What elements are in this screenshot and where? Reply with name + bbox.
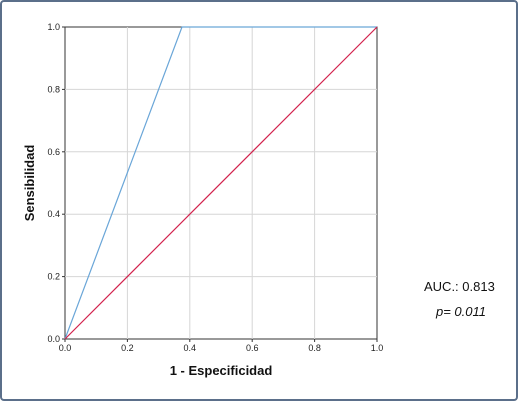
x-tick-label: 0.6: [246, 343, 259, 353]
roc-curve-line: [64, 26, 377, 340]
x-tick-label: 0.8: [308, 343, 321, 353]
y-tick-label: 0.8: [47, 84, 60, 94]
x-tick-label: 0.0: [59, 343, 72, 353]
y-tick-label: 0.4: [47, 209, 60, 219]
y-axis-label: Sensibilidad: [22, 145, 37, 222]
x-axis-label: 1 - Especificidad: [170, 363, 273, 378]
reference-diagonal-line: [64, 26, 378, 340]
x-tick-label: 0.4: [184, 343, 197, 353]
p-value: p= 0.011: [436, 304, 487, 319]
auc-value: AUC.: 0.813: [424, 279, 495, 294]
y-tick-label: 1.0: [47, 22, 60, 32]
y-tick-label: 0.2: [47, 272, 60, 282]
y-tick-label: 0.6: [47, 147, 60, 157]
x-ticks: 0.0 0.2 0.4 0.6 0.8 1.0: [59, 339, 384, 353]
grid: [65, 27, 377, 339]
y-ticks: 0.0 0.2 0.4 0.6 0.8 1.0: [47, 22, 65, 344]
x-tick-label: 0.2: [121, 343, 134, 353]
series-group: [64, 26, 378, 340]
x-tick-label: 1.0: [371, 343, 384, 353]
y-tick-label: 0.0: [47, 334, 60, 344]
